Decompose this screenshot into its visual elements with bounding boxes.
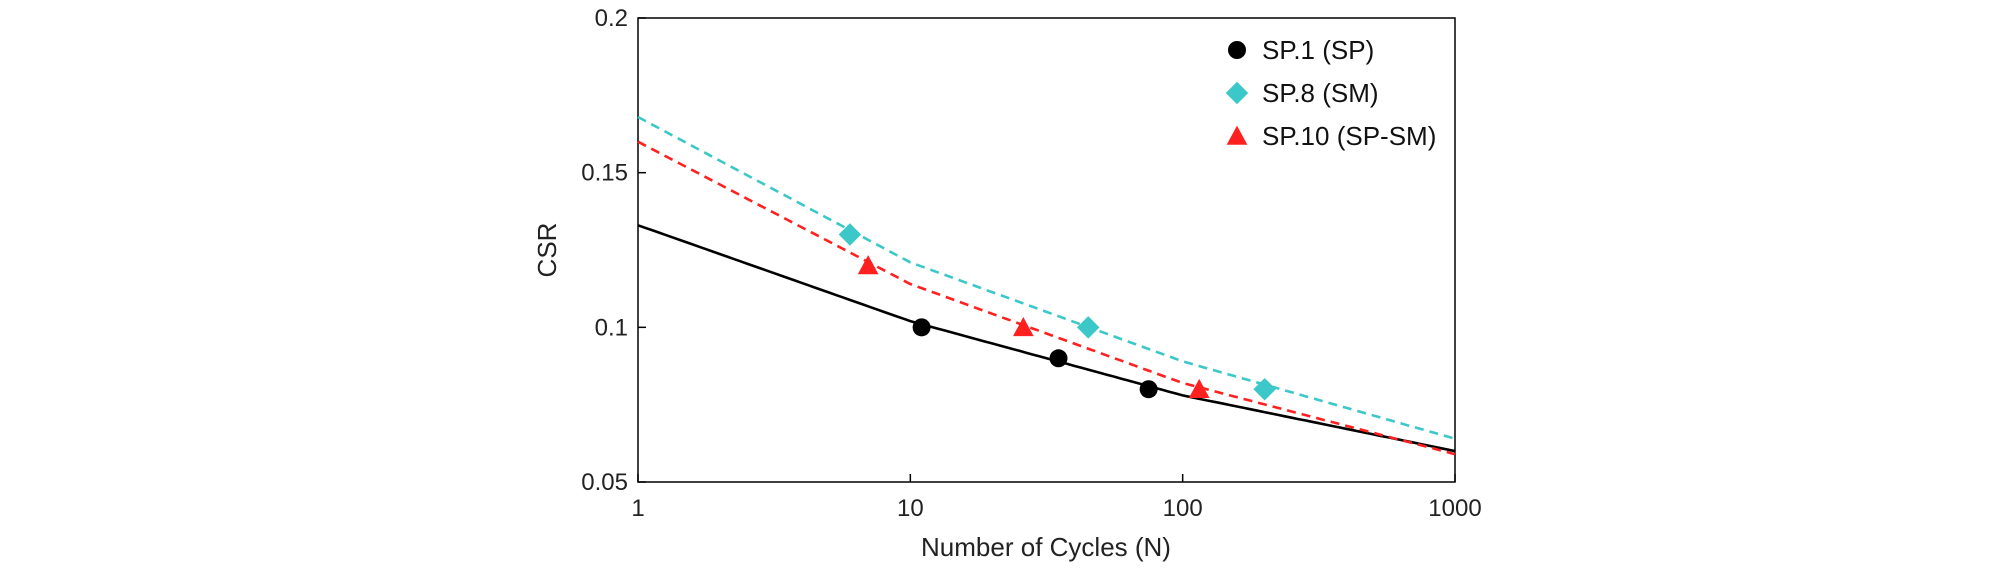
y-tick-label: 0.05 xyxy=(581,469,628,496)
legend-marker-sp-1-sp xyxy=(1228,41,1246,59)
data-point-sp-10-sp-sm xyxy=(1012,316,1034,337)
legend-label-sp-8-sm: SP.8 (SM) xyxy=(1262,78,1379,108)
legend-label-sp-10-sp-sm: SP.10 (SP-SM) xyxy=(1262,121,1436,151)
plot-area-frame xyxy=(637,17,1456,483)
y-tick-label: 0.1 xyxy=(595,314,628,341)
x-tick-label: 100 xyxy=(1163,495,1203,522)
legend-marker-sp-10-sp-sm xyxy=(1226,125,1248,145)
data-point-sp-8-sm xyxy=(838,223,862,246)
x-tick-label: 1 xyxy=(631,495,644,522)
data-point-sp-8-sm xyxy=(1076,316,1100,339)
data-points xyxy=(838,223,1276,401)
data-point-sp-1-sp xyxy=(1139,380,1158,399)
data-point-sp-1-sp xyxy=(912,318,931,337)
x-tick-label: 10 xyxy=(897,495,924,522)
fit-lines xyxy=(637,115,1456,456)
legend: SP.1 (SP) SP.8 (SM) SP.10 (SP-SM) xyxy=(1225,35,1436,151)
x-axis-title: Number of Cycles (N) xyxy=(921,532,1171,562)
y-axis-title: CSR xyxy=(532,223,562,278)
y-tick-label: 0.15 xyxy=(581,160,628,187)
fit-line-sp-1-sp xyxy=(637,224,1456,453)
y-tick-label: 0.2 xyxy=(595,5,628,32)
axis-ticks: 0.05 0.1 0.15 0.2 1 10 100 1000 xyxy=(581,5,1481,522)
data-point-sp-10-sp-sm xyxy=(1188,378,1210,398)
x-tick-label: 1000 xyxy=(1428,495,1481,522)
legend-label-sp-1-sp: SP.1 (SP) xyxy=(1262,35,1374,65)
fit-line-sp-8-sm xyxy=(637,115,1456,440)
fit-line-sp-10-sp-sm xyxy=(637,140,1456,456)
data-point-sp-10-sp-sm xyxy=(857,255,879,275)
legend-marker-sp-8-sm xyxy=(1225,81,1249,105)
data-point-sp-1-sp xyxy=(1049,349,1068,368)
data-point-sp-8-sm xyxy=(1253,377,1276,401)
